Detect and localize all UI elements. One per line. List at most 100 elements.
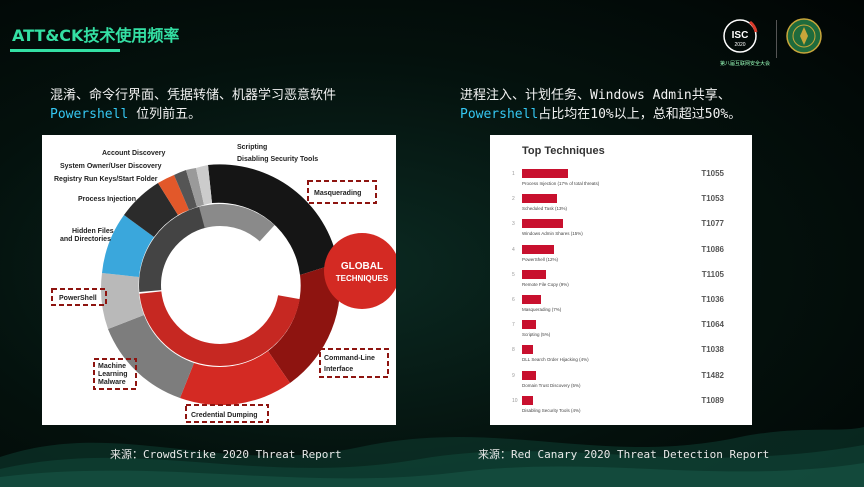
technique-label: DLL Search Order Hijacking (4%) xyxy=(522,357,589,363)
technique-bar xyxy=(522,345,533,355)
technique-row: 8 T1038 DLL Search Order Hijacking (4%) xyxy=(512,345,732,367)
logo-caption-left: 第八届互联网安全大会 xyxy=(720,61,771,67)
label-process-injection: Process Injection xyxy=(78,196,136,203)
technique-label: Windows Admin Shares (15%) xyxy=(522,231,583,237)
segment-scripting xyxy=(196,165,212,205)
technique-rank: 7 xyxy=(512,322,515,329)
technique-id: T1038 xyxy=(701,345,724,355)
label-cmd-1: Command-Line xyxy=(324,355,375,362)
technique-id: T1089 xyxy=(701,395,724,405)
right-desc-line2: Powershell占比均在10%以上，总和超过50%。 xyxy=(460,105,741,124)
badge-title-1: GLOBAL xyxy=(341,261,383,272)
global-techniques-badge xyxy=(324,233,400,309)
technique-label: Process Injection (17% of total threats) xyxy=(522,181,600,186)
segment-hidden-files xyxy=(102,215,154,277)
label-masquerading: Masquerading xyxy=(314,190,361,197)
technique-bar xyxy=(522,244,555,254)
technique-bar xyxy=(522,269,547,279)
isc-logo: ISC 2020 第八届互联网安全大会 xyxy=(720,16,850,68)
technique-label: Scripting (5%) xyxy=(522,332,551,338)
donut-hole xyxy=(164,229,276,341)
technique-rank: 1 xyxy=(512,171,515,177)
technique-rank: 2 xyxy=(512,196,515,203)
technique-id: T1053 xyxy=(701,194,724,204)
label-credential: Credential Dumping xyxy=(191,412,258,419)
technique-rank: 4 xyxy=(512,246,515,253)
label-disabling: Disabling Security Tools xyxy=(237,156,318,163)
segment-system-owner xyxy=(174,170,197,210)
left-desc-line2: Powershell 位列前五。 xyxy=(50,105,336,124)
powershell-highlight-box xyxy=(51,288,107,306)
label-ml-3: Malware xyxy=(98,379,126,386)
segment-command-line xyxy=(268,263,341,383)
technique-label: Scheduled Task (13%) xyxy=(522,206,567,212)
label-ml-2: Learning xyxy=(98,371,128,378)
left-description: 混淆、命令行界面、凭据转储、机器学习恶意软件 Powershell 位列前五。 xyxy=(50,86,336,124)
page-title: ATT&CK技术使用频率 xyxy=(12,26,180,45)
inner-ring-dark xyxy=(139,204,301,366)
technique-id: T1086 xyxy=(701,244,724,254)
technique-label: Disabling Security Tools (4%) xyxy=(522,407,581,413)
technique-rank: 6 xyxy=(512,297,515,303)
background-wave xyxy=(0,427,864,487)
technique-row: 7 T1064 Scripting (5%) xyxy=(512,320,732,342)
crowdstrike-donut-chart: GLOBAL TECHNIQUES Scripting Disabling Se… xyxy=(51,144,400,423)
technique-rank: 8 xyxy=(512,347,515,354)
technique-row: 6 T1036 Masquerading (7%) xyxy=(512,295,732,317)
technique-label: Remote File Copy (9%) xyxy=(522,281,569,287)
label-powershell: PowerShell xyxy=(59,295,97,302)
right-desc-keyword: Powershell xyxy=(460,107,539,122)
technique-bar xyxy=(522,295,541,304)
title-underline xyxy=(10,49,120,52)
crowdstrike-chart-card: GLOBAL TECHNIQUES Scripting Disabling Se… xyxy=(42,135,400,425)
left-source: 来源：CrowdStrike 2020 Threat Report xyxy=(110,448,342,461)
logo-badge-year: 2020 xyxy=(734,42,745,48)
technique-label: PowerShell (12%) xyxy=(522,256,559,262)
left-desc-keyword: Powershell xyxy=(50,107,129,122)
segment-registry-run xyxy=(158,175,189,215)
technique-id: T1482 xyxy=(701,370,724,380)
technique-row: 9 T1482 Domain Trust Discovery (5%) xyxy=(512,370,732,393)
technique-bar xyxy=(522,395,533,405)
segment-process-injection xyxy=(124,183,178,237)
label-hidden-files-2: and Directories xyxy=(60,236,111,243)
cmd-highlight-box xyxy=(319,348,389,378)
technique-label: Domain Trust Discovery (5%) xyxy=(522,382,581,388)
segment-powershell xyxy=(100,273,144,329)
technique-bar xyxy=(522,169,568,178)
right-source: 来源：Red Canary 2020 Threat Detection Repo… xyxy=(478,448,770,461)
label-account-discovery: Account Discovery xyxy=(102,150,166,157)
technique-id: T1077 xyxy=(701,219,724,229)
credential-highlight-box xyxy=(185,404,269,423)
technique-rank: 10 xyxy=(512,397,518,404)
right-desc-line1: 进程注入、计划任务、Windows Admin共享、 xyxy=(460,88,731,103)
technique-row: 4 T1086 PowerShell (12%) xyxy=(512,244,732,267)
segment-credential-dumping xyxy=(180,351,290,406)
technique-row: 3 T1077 Windows Admin Shares (15%) xyxy=(512,219,732,241)
technique-id: T1064 xyxy=(701,320,724,330)
technique-row: 1 T1055 Process Injection (17% of total th… xyxy=(512,169,732,191)
technique-bar xyxy=(522,370,536,380)
label-registry-run: Registry Run Keys/Start Folder xyxy=(54,176,158,183)
technique-bar xyxy=(522,320,536,330)
top-techniques-title: Top Techniques xyxy=(522,145,605,157)
label-scripting: Scripting xyxy=(237,144,267,151)
technique-rank: 3 xyxy=(512,221,515,228)
label-system-owner: System Owner/User Discovery xyxy=(60,163,162,170)
logo-separator xyxy=(776,20,777,58)
logo-badge-text: ISC xyxy=(732,30,749,41)
technique-rank: 5 xyxy=(512,271,515,278)
right-description: 进程注入、计划任务、Windows Admin共享、 Powershell占比均… xyxy=(460,86,741,124)
badge-title-2: TECHNIQUES xyxy=(336,274,389,283)
redcanary-chart-card: Top Techniques 1 T1055 Process Injection (… xyxy=(490,135,752,425)
technique-id: T1105 xyxy=(701,269,724,279)
label-cmd-2: Interface xyxy=(324,366,353,373)
technique-rank: 9 xyxy=(512,372,515,379)
technique-row: 5 T1105 Remote File Copy (9%) xyxy=(512,269,732,292)
label-hidden-files-1: Hidden Files xyxy=(72,228,114,235)
technique-row: 10 T1089 Disabling Security Tools (4%) xyxy=(512,395,732,418)
technique-label: Masquerading (7%) xyxy=(522,307,562,312)
ml-highlight-box xyxy=(93,358,137,390)
left-desc-line1: 混淆、命令行界面、凭据转储、机器学习恶意软件 xyxy=(50,88,337,103)
